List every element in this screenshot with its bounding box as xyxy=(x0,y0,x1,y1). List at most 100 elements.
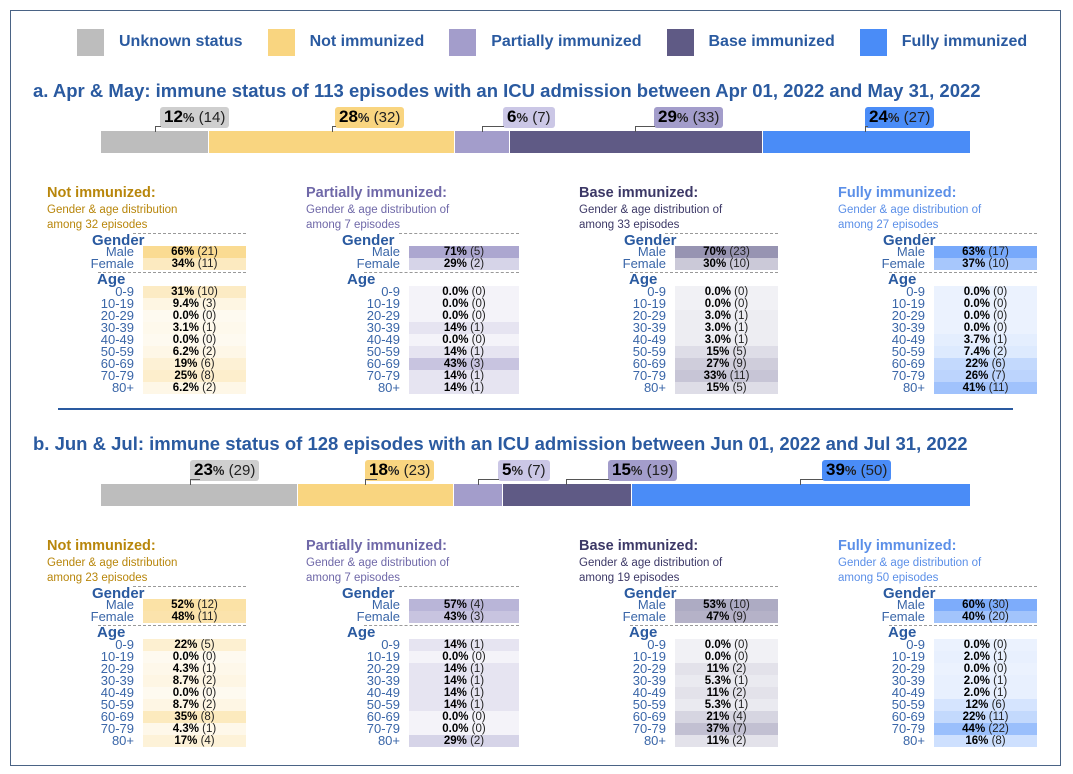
section-dash xyxy=(630,625,778,626)
cell-pct: 0.0% xyxy=(963,663,990,675)
cell-count: (0) xyxy=(198,687,217,699)
cell-pct: 8.7% xyxy=(172,699,199,711)
age-cell: 0.0% (0) xyxy=(143,651,246,663)
gender-cell: 60% (30) xyxy=(934,599,1037,611)
age-cell: 14% (1) xyxy=(409,639,519,651)
cell-count: (10) xyxy=(985,258,1009,270)
cell-count: (6) xyxy=(197,358,215,370)
cell-pct: 43% xyxy=(443,611,467,623)
panel-title: Partially immunized: xyxy=(306,538,448,554)
gender-cell: 52% (12) xyxy=(143,599,246,611)
gender-cell: 66% (21) xyxy=(143,246,246,258)
cell-pct: 71% xyxy=(443,246,467,258)
cell-pct: 0.0% xyxy=(704,298,731,310)
bar-segment xyxy=(101,484,297,506)
row-label: 30-39 xyxy=(100,320,134,335)
cell-pct: 14% xyxy=(443,639,467,651)
row-label: 80+ xyxy=(111,733,134,748)
row-label: 40-49 xyxy=(100,332,134,347)
cell-count: (2) xyxy=(198,346,217,358)
cell-pct: 37% xyxy=(962,258,986,270)
cell-count: (0) xyxy=(989,639,1008,651)
bar-data-label: 12% (14) xyxy=(160,107,230,128)
age-cell: 0.0% (0) xyxy=(675,286,778,298)
cell-pct: 3.0% xyxy=(704,310,731,322)
age-cell: 14% (1) xyxy=(409,370,519,382)
leader-line xyxy=(635,126,655,132)
cell-count: (0) xyxy=(468,651,486,663)
distribution-panel: Not immunized: Gender & age distribution a… xyxy=(47,538,287,747)
pct-sign: % xyxy=(182,110,195,125)
row-label: 20-29 xyxy=(891,308,925,323)
cell-count: (0) xyxy=(989,322,1008,334)
cell-pct: 3.1% xyxy=(172,322,199,334)
row-label: 40-49 xyxy=(366,685,400,700)
cell-pct: 11% xyxy=(706,663,730,675)
row-label: 50-59 xyxy=(366,344,400,359)
cell-count: (1) xyxy=(730,699,749,711)
section-dash xyxy=(98,625,246,626)
row-label: 20-29 xyxy=(100,661,134,676)
cell-count: (1) xyxy=(198,723,217,735)
row-label: Female xyxy=(622,609,666,624)
panel-subtitle: among 7 episodes xyxy=(306,219,400,231)
row-label: 30-39 xyxy=(632,320,666,335)
cell-count: (8) xyxy=(988,735,1006,747)
pct-sign: % xyxy=(387,463,400,478)
cell-pct: 26% xyxy=(965,370,989,382)
age-cell: 33% (11) xyxy=(675,370,778,382)
bar-pct-value: 12 xyxy=(164,107,183,126)
bar-data-label: 18% (23) xyxy=(365,460,435,481)
bar-pct-value: 29 xyxy=(658,107,677,126)
bar-pct-value: 6 xyxy=(507,107,517,126)
section-dash xyxy=(665,586,778,587)
panel-subtitle: among 33 episodes xyxy=(579,219,680,231)
cell-count: (5) xyxy=(729,346,747,358)
gender-cell: 37% (10) xyxy=(934,258,1037,270)
cell-pct: 40% xyxy=(962,611,986,623)
bar-count: (32) xyxy=(369,109,401,126)
age-cell: 31% (10) xyxy=(143,286,246,298)
cell-pct: 7.4% xyxy=(963,346,990,358)
pct-sign: % xyxy=(887,110,900,125)
cell-count: (5) xyxy=(729,382,747,394)
panel-title: Fully immunized: xyxy=(838,185,957,201)
section-a-title: a. Apr & May: immune status of 113 episo… xyxy=(33,80,981,101)
section-dash xyxy=(364,272,519,273)
age-cell: 43% (3) xyxy=(409,358,519,370)
row-label: 70-79 xyxy=(891,721,925,736)
age-cell: 44% (22) xyxy=(934,723,1037,735)
cell-count: (0) xyxy=(468,286,486,298)
cell-count: (8) xyxy=(197,711,215,723)
age-cell: 0.0% (0) xyxy=(934,663,1037,675)
cell-pct: 37% xyxy=(706,723,730,735)
cell-pct: 0.0% xyxy=(704,639,731,651)
pct-sign: % xyxy=(511,463,524,478)
gender-cell: 70% (23) xyxy=(675,246,778,258)
legend-item: Fully immunized xyxy=(859,28,1052,56)
panel-subtitle: Gender & age distribution of xyxy=(579,557,723,569)
gender-header: Gender xyxy=(624,232,677,249)
row-label: 30-39 xyxy=(891,320,925,335)
panel-subtitle: among 19 episodes xyxy=(579,572,680,584)
panel-title: Not immunized: xyxy=(47,185,156,201)
cell-pct: 47% xyxy=(706,611,730,623)
bar-count: (50) xyxy=(856,462,888,479)
cell-pct: 0.0% xyxy=(704,651,731,663)
cell-pct: 14% xyxy=(443,687,467,699)
row-label: 0-9 xyxy=(906,284,925,299)
row-label: 50-59 xyxy=(891,344,925,359)
row-label: Male xyxy=(637,244,666,259)
gender-cell: 34% (11) xyxy=(143,258,246,270)
row-label: 20-29 xyxy=(632,661,666,676)
cell-pct: 14% xyxy=(443,663,467,675)
cell-pct: 52% xyxy=(171,599,195,611)
bar-data-label: 28% (32) xyxy=(335,107,405,128)
cell-count: (0) xyxy=(989,298,1008,310)
age-cell: 0.0% (0) xyxy=(409,723,519,735)
cell-pct: 0.0% xyxy=(442,286,469,298)
age-cell: 22% (11) xyxy=(934,711,1037,723)
age-cell: 37% (7) xyxy=(675,723,778,735)
cell-pct: 0.0% xyxy=(963,286,990,298)
bar-segment xyxy=(296,484,454,506)
